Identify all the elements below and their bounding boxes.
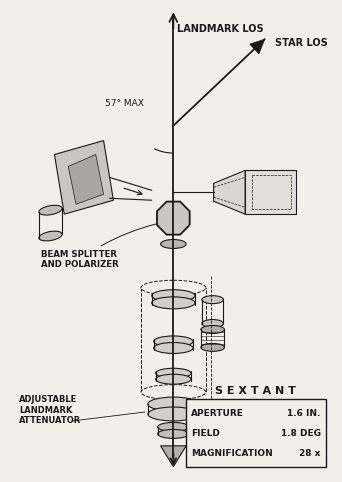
Polygon shape [157,201,190,235]
Polygon shape [161,446,186,467]
Ellipse shape [158,429,189,438]
Text: S E X T A N T: S E X T A N T [215,386,296,396]
Ellipse shape [154,336,193,347]
Polygon shape [214,171,245,214]
Text: APERTURE: APERTURE [191,409,244,418]
Ellipse shape [148,407,199,421]
Ellipse shape [161,240,186,248]
Text: 1.6 IN.: 1.6 IN. [287,409,321,418]
Ellipse shape [39,231,62,241]
Ellipse shape [154,343,193,353]
FancyBboxPatch shape [245,171,296,214]
Text: 1.8 DEG: 1.8 DEG [281,429,321,438]
Ellipse shape [201,325,224,334]
Ellipse shape [152,290,195,302]
Polygon shape [68,155,104,204]
Text: LANDMARK LOS: LANDMARK LOS [177,24,264,34]
Ellipse shape [39,205,62,215]
Text: ADJUSTABLE
LANDMARK
ATTENUATOR: ADJUSTABLE LANDMARK ATTENUATOR [19,395,81,425]
Ellipse shape [141,385,206,400]
Text: 28 x: 28 x [299,449,321,458]
Text: FIELD: FIELD [191,429,220,438]
Ellipse shape [141,280,206,295]
FancyBboxPatch shape [186,399,326,467]
Ellipse shape [202,320,223,327]
Ellipse shape [152,297,195,309]
Polygon shape [250,39,265,54]
Ellipse shape [156,374,191,384]
Text: 57° MAX: 57° MAX [105,99,143,108]
Polygon shape [54,141,114,214]
Text: MAGNIFICATION: MAGNIFICATION [191,449,273,458]
Text: BEAM SPLITTER
AND POLARIZER: BEAM SPLITTER AND POLARIZER [41,224,157,269]
Ellipse shape [202,295,223,304]
Ellipse shape [148,397,199,411]
Ellipse shape [201,343,224,351]
Ellipse shape [156,368,191,378]
Ellipse shape [158,422,189,431]
Text: STAR LOS: STAR LOS [275,38,327,48]
